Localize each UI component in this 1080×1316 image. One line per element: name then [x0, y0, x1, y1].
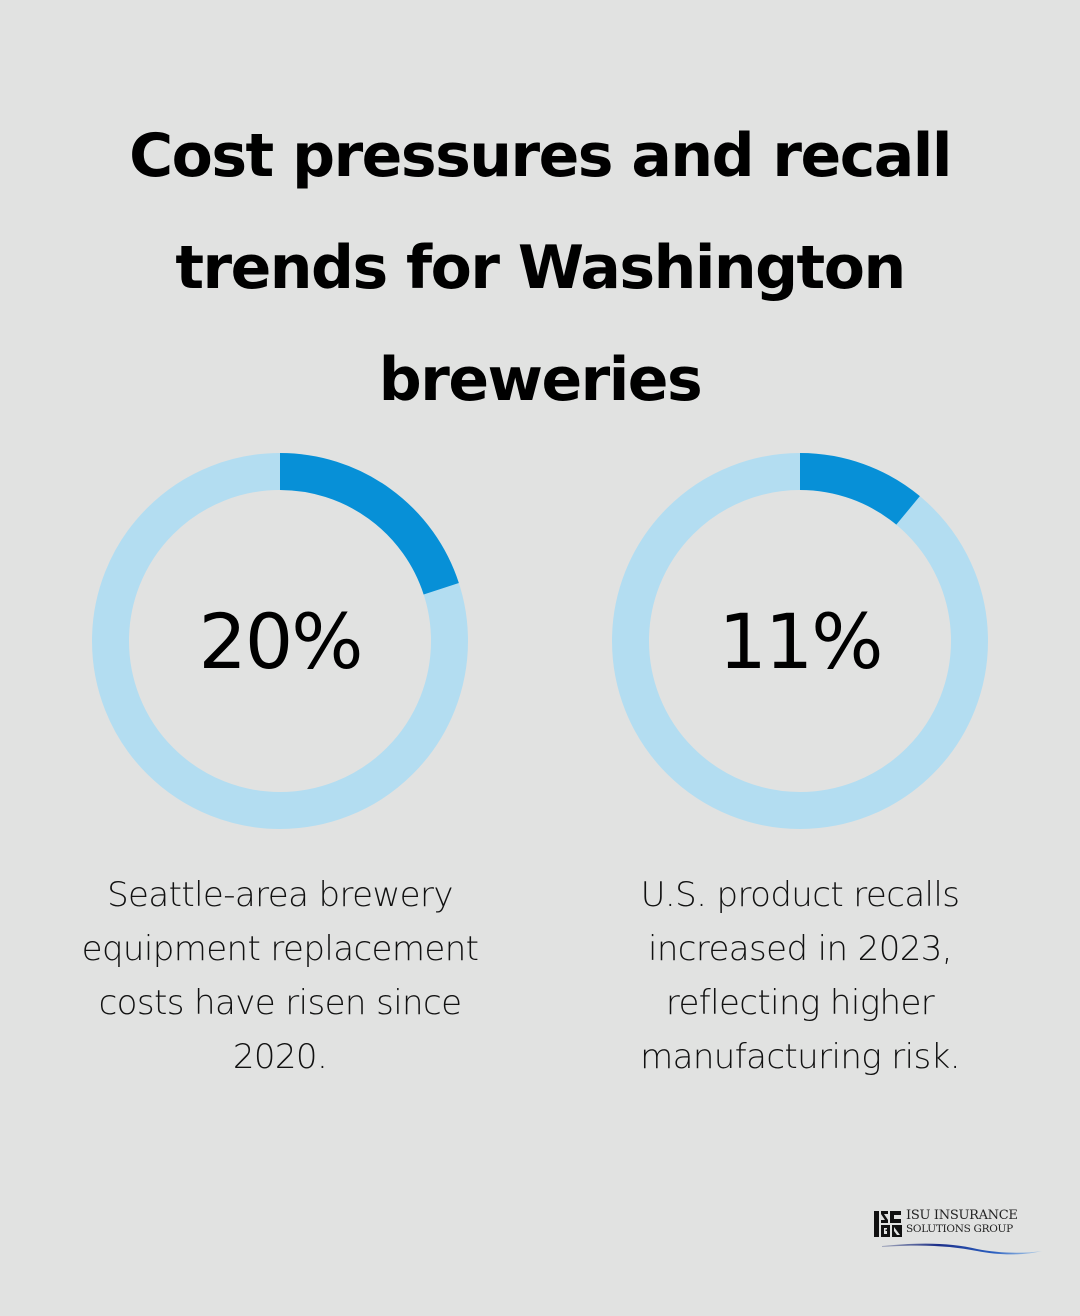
stat-card-product-recalls: 11%: [612, 453, 988, 829]
title-line-3: breweries: [378, 345, 703, 415]
donut-chart: 11%: [612, 453, 988, 829]
page-title: Cost pressures and recall trends for Was…: [40, 100, 1040, 436]
description-line: U.S. product recalls: [640, 875, 960, 915]
description-line: equipment replacement: [81, 929, 479, 969]
donut-ring: [612, 453, 988, 829]
stat-card-equipment-costs: 20%: [92, 453, 468, 829]
ring-fill: [612, 453, 988, 829]
stat-value: 20%: [198, 596, 364, 686]
description-line: 2020.: [232, 1037, 328, 1077]
donut-chart: 20%: [92, 453, 468, 829]
title-line-2: trends for Washington: [175, 233, 906, 303]
ring-fill: [92, 453, 468, 829]
description-line: increased in 2023,: [647, 929, 953, 969]
logo-text: ISU INSURANCE SOLUTIONS GROUP: [906, 1208, 1018, 1236]
donut-ring: [92, 453, 468, 829]
stat-description: Seattle-area brewery equipment replaceme…: [40, 868, 520, 1084]
stat-value: 11%: [718, 596, 884, 686]
description-line: Seattle-area brewery: [107, 875, 453, 915]
description-line: costs have risen since: [98, 983, 462, 1023]
description-line: manufacturing risk.: [640, 1037, 960, 1077]
logo-line-2: SOLUTIONS GROUP: [906, 1223, 1013, 1235]
logo-line-1: ISU INSURANCE: [906, 1208, 1018, 1223]
stat-description: U.S. product recalls increased in 2023, …: [560, 868, 1040, 1084]
logo-swoosh-icon: [882, 1243, 1042, 1255]
description-line: reflecting higher: [665, 983, 935, 1023]
company-logo: ISU INSURANCE SOLUTIONS GROUP: [870, 1205, 1042, 1265]
title-line-1: Cost pressures and recall: [129, 121, 952, 191]
isg-logo-mark-icon: [874, 1211, 902, 1237]
